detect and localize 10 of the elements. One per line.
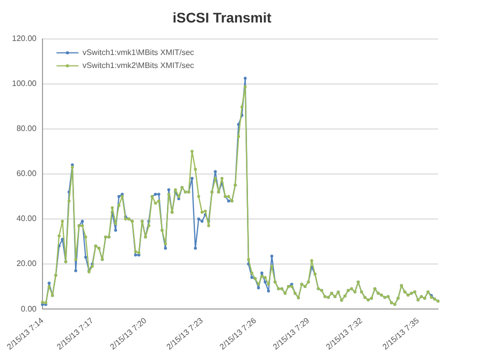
y-tick-label: 120.00 bbox=[12, 34, 38, 44]
y-tick-label: 40.00 bbox=[16, 214, 38, 224]
legend-label: vSwitch1:vmk1\MBits XMIT/sec bbox=[82, 48, 194, 58]
y-tick-label: 100.00 bbox=[12, 79, 38, 88]
chart-title: iSCSI Transmit bbox=[172, 9, 272, 26]
y-tick-label: 80.00 bbox=[16, 124, 38, 134]
y-tick-label: 60.00 bbox=[16, 169, 38, 178]
y-tick-label: 0.00 bbox=[20, 304, 38, 314]
y-tick-label: 20.00 bbox=[16, 259, 38, 268]
legend-label: vSwitch1:vmk2\MBits XMIT/sec bbox=[82, 61, 194, 70]
